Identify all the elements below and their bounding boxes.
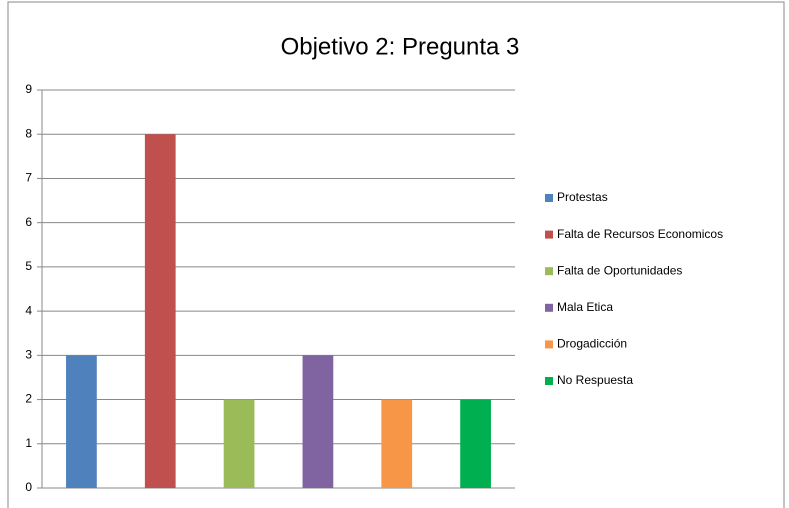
legend-swatch bbox=[545, 340, 553, 349]
legend-swatch bbox=[545, 194, 553, 202]
y-tick-label: 9 bbox=[25, 82, 32, 96]
y-tick-label: 7 bbox=[25, 171, 32, 185]
legend-swatch bbox=[545, 377, 553, 385]
bar bbox=[381, 399, 413, 488]
y-tick-label: 5 bbox=[25, 259, 32, 273]
y-tick-label: 3 bbox=[25, 348, 32, 362]
legend-label: Mala Etica bbox=[557, 300, 613, 314]
y-tick-label: 6 bbox=[25, 215, 32, 229]
legend-swatch bbox=[545, 267, 553, 276]
legend-label: Drogadicción bbox=[557, 337, 627, 351]
legend-label: No Respuesta bbox=[557, 373, 633, 387]
bar bbox=[302, 355, 334, 488]
bar bbox=[66, 355, 97, 488]
bar bbox=[144, 134, 176, 488]
y-tick-label: 2 bbox=[25, 392, 32, 406]
legend-swatch bbox=[545, 303, 553, 312]
y-tick-label: 1 bbox=[25, 436, 32, 450]
y-tick-label: 0 bbox=[25, 480, 32, 494]
legend-label: Falta de Oportunidades bbox=[557, 263, 682, 277]
legend-swatch bbox=[545, 230, 553, 239]
chart-title: Objetivo 2: Pregunta 3 bbox=[281, 33, 520, 60]
legend-label: Falta de Recursos Economicos bbox=[557, 227, 723, 241]
bar bbox=[223, 399, 255, 488]
bar bbox=[460, 399, 491, 488]
legend-label: Protestas bbox=[557, 190, 608, 204]
y-tick-label: 8 bbox=[25, 126, 32, 140]
y-tick-label: 4 bbox=[25, 303, 32, 317]
